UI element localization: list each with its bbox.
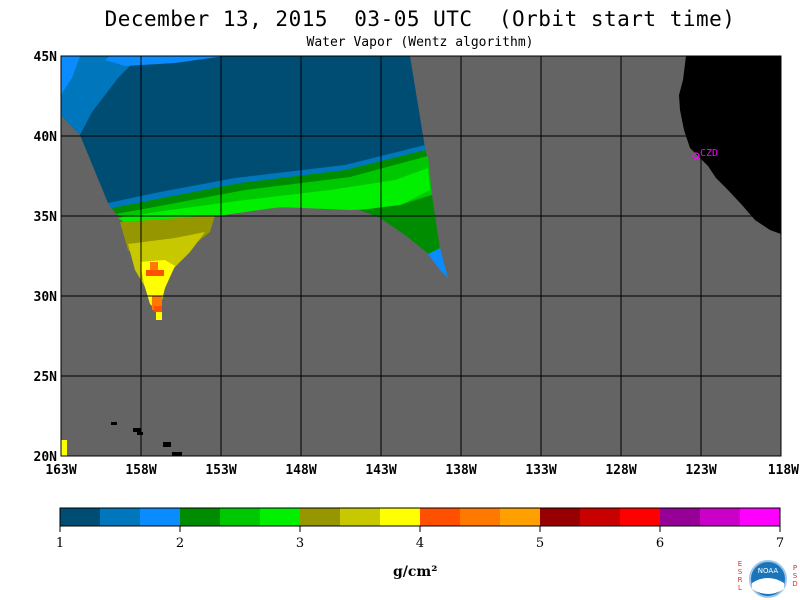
lat-label: 20N: [34, 450, 58, 465]
latitude-labels: 45N 40N 35N 30N 25N 20N: [34, 50, 58, 465]
lat-label: 45N: [34, 50, 58, 65]
colorbar-ticks: 1 2 3 4 5 6 7: [56, 526, 784, 551]
vapor-swath: [61, 56, 448, 456]
logo-letter: R: [737, 576, 743, 584]
colorbar-swatch: [540, 508, 581, 526]
colorbar-tick-label: 2: [176, 536, 184, 551]
colorbar-swatch: [740, 508, 781, 526]
lon-label: 133W: [525, 463, 556, 478]
swath-medium-blue: [61, 56, 140, 135]
colorbar-tick-label: 3: [296, 536, 304, 551]
chart-subtitle: Water Vapor (Wentz algorithm): [306, 35, 534, 50]
colorbar-tick-label: 5: [536, 536, 544, 551]
colorbar-swatch: [660, 508, 701, 526]
swath-orange-2: [146, 270, 164, 276]
lon-label: 138W: [445, 463, 476, 478]
colorbar-swatch: [620, 508, 661, 526]
colorbar-swatch: [100, 508, 141, 526]
lon-label: 128W: [605, 463, 636, 478]
colorbar-swatch: [300, 508, 341, 526]
colorbar-tick-label: 6: [656, 536, 664, 551]
lon-label: 143W: [365, 463, 396, 478]
colorbar-tick-label: 1: [56, 536, 64, 551]
lon-label: 163W: [45, 463, 76, 478]
colorbar-tick-label: 4: [416, 536, 424, 551]
colorbar-swatch: [380, 508, 421, 526]
swath-blue-tip: [428, 248, 448, 278]
swath-yellow-tip: [156, 312, 162, 320]
noaa-logo-icon: NOAA: [749, 560, 787, 598]
logo-letter: L: [738, 584, 742, 592]
lon-label: 158W: [125, 463, 156, 478]
swath-light-blue: [61, 56, 80, 95]
swath-orange-4: [154, 306, 162, 312]
land-california: [679, 56, 781, 234]
swath-corner-yellow: [61, 440, 67, 456]
lat-label: 30N: [34, 290, 58, 305]
colorbar-swatch: [460, 508, 501, 526]
colorbar-swatch: [180, 508, 221, 526]
station-label: CZD: [700, 148, 718, 159]
chart-title: December 13, 2015 03-05 UTC (Orbit start…: [104, 7, 736, 31]
colorbar-swatch: [500, 508, 541, 526]
lon-label: 118W: [768, 463, 799, 478]
colorbar-swatch: [60, 508, 101, 526]
colorbar-unit: g/cm²: [393, 564, 438, 580]
swath-orange-1: [150, 262, 158, 270]
colorbar-swatch: [220, 508, 261, 526]
logo-center-text: NOAA: [758, 567, 779, 575]
logo-letter: D: [792, 580, 798, 588]
colorbar-swatch: [420, 508, 461, 526]
lon-label: 148W: [285, 463, 316, 478]
swath-dark-green-lower: [360, 195, 440, 255]
lon-label: 123W: [685, 463, 716, 478]
map-frame: [60, 55, 782, 457]
colorbar-swatch: [700, 508, 741, 526]
colorbar-tick-label: 7: [776, 536, 784, 551]
colorbar-swatch: [140, 508, 181, 526]
colorbar: [59, 507, 781, 527]
swath-dark-green: [112, 150, 428, 214]
colorbar-swatch: [340, 508, 381, 526]
land-hawaii: [111, 422, 182, 456]
lat-label: 40N: [34, 130, 58, 145]
logo-letter: S: [792, 572, 798, 580]
colorbar-swatch: [260, 508, 301, 526]
longitude-labels: 163W 158W 153W 148W 143W 138W 133W 128W 123W 118W: [45, 463, 799, 478]
map-grid: [61, 56, 781, 456]
logo-letter: E: [737, 560, 743, 568]
lat-label: 25N: [34, 370, 58, 385]
logo-letter: P: [792, 564, 798, 572]
colorbar-swatch: [580, 508, 621, 526]
station-marker: [692, 152, 700, 160]
swath-orange-3: [152, 296, 162, 310]
swath-bright-green: [118, 168, 430, 226]
swath-dark-blue: [61, 56, 425, 203]
swath-light-blue-2: [105, 56, 225, 66]
lon-label: 153W: [205, 463, 236, 478]
logo-letter: S: [737, 568, 743, 576]
lat-label: 35N: [34, 210, 58, 225]
